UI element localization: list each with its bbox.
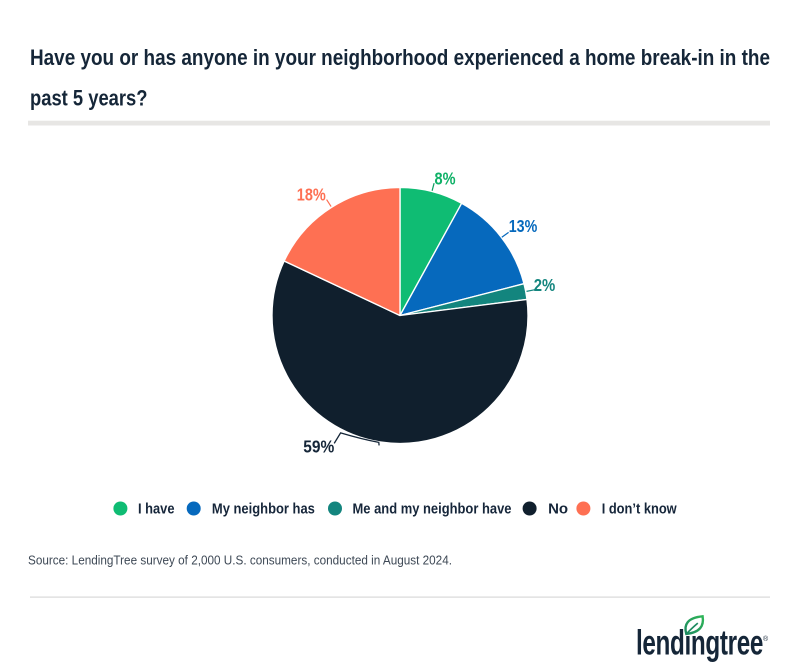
svg-text:I don’t know: I don’t know [602, 501, 677, 518]
svg-text:past 5 years?: past 5 years? [30, 85, 148, 110]
svg-text:No: No [548, 501, 568, 518]
svg-text:I have: I have [138, 501, 175, 518]
svg-text:13%: 13% [509, 216, 538, 236]
svg-text:8%: 8% [435, 169, 456, 189]
svg-text:59%: 59% [303, 437, 334, 457]
svg-text:Source: LendingTree survey of: Source: LendingTree survey of 2,000 U.S.… [28, 554, 452, 568]
svg-text:My neighbor has: My neighbor has [212, 501, 315, 518]
svg-text:Have you or has anyone in your: Have you or has anyone in your neighborh… [30, 45, 770, 70]
svg-text:2%: 2% [534, 275, 556, 295]
svg-text:®: ® [763, 635, 769, 643]
svg-text:18%: 18% [297, 185, 326, 205]
svg-text:Me and my neighbor have: Me and my neighbor have [353, 501, 512, 518]
